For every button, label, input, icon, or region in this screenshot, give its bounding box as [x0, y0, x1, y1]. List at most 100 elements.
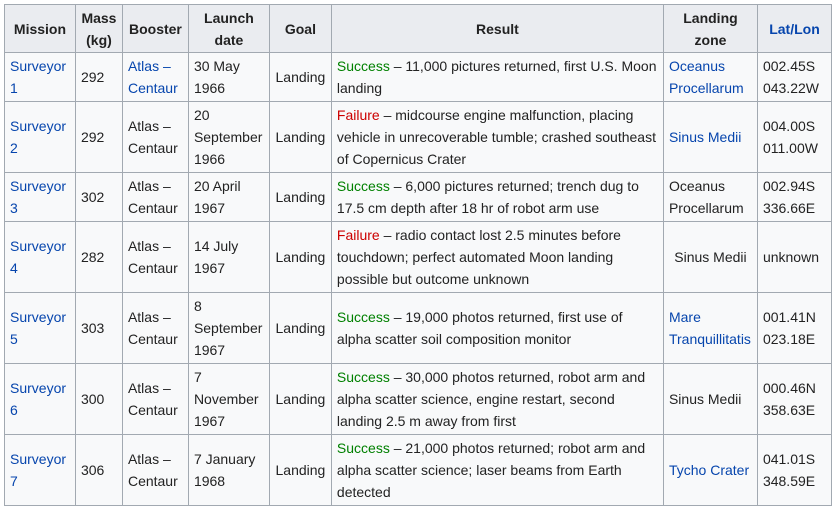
header-launch-date: Launch date — [187, 4, 270, 53]
landing-zone-cell: Sinus Medii — [662, 101, 758, 173]
mission-link[interactable]: Surveyor 3 — [10, 178, 67, 216]
mass-cell: 300 — [74, 363, 123, 435]
header-booster: Booster — [121, 4, 189, 53]
landing-zone-cell: Mare Tranquillitatis — [662, 292, 758, 364]
launch-date-cell: 7 November 1967 — [187, 363, 270, 435]
status-success: Success — [336, 440, 390, 456]
landing-zone-link[interactable]: Tycho Crater — [668, 462, 750, 478]
launch-date-cell: 14 July 1967 — [187, 221, 270, 293]
header-goal: Goal — [268, 4, 332, 53]
result-text: – radio contact lost 2.5 minutes before … — [336, 227, 621, 287]
result-text: – 19,000 photos returned, first use of a… — [336, 309, 623, 347]
mission-cell: Surveyor 4 — [4, 221, 76, 293]
goal-cell: Landing — [268, 172, 332, 222]
header-latlon: Lat/Lon — [756, 4, 833, 53]
result-cell: Failure – radio contact lost 2.5 minutes… — [330, 221, 664, 293]
result-cell: Success – 11,000 pictures returned, firs… — [330, 52, 664, 102]
latlon-cell: 041.01S 348.59E — [756, 434, 833, 506]
result-cell: Success – 30,000 photos returned, robot … — [330, 363, 664, 435]
mission-link[interactable]: Surveyor 5 — [10, 309, 67, 347]
landing-zone-cell: Sinus Medii — [662, 221, 758, 293]
mass-cell: 292 — [74, 52, 123, 102]
latlon-cell: 002.45S 043.22W — [756, 52, 833, 102]
mission-link[interactable]: Surveyor 4 — [10, 238, 67, 276]
goal-cell: Landing — [268, 292, 332, 364]
latlon-cell: 002.94S 336.66E — [756, 172, 833, 222]
latitude: 002.94S — [762, 178, 816, 194]
result-text: – midcourse engine malfunction, placing … — [336, 107, 656, 167]
booster-cell: Atlas – Centaur — [121, 292, 189, 364]
launch-date-cell: 8 September 1967 — [187, 292, 270, 364]
mission-link[interactable]: Surveyor 1 — [10, 58, 67, 96]
longitude: 348.59E — [762, 473, 816, 489]
booster-link[interactable]: Atlas – Centaur — [127, 58, 178, 96]
goal-cell: Landing — [268, 101, 332, 173]
mission-cell: Surveyor 6 — [4, 363, 76, 435]
goal-cell: Landing — [268, 363, 332, 435]
goal-cell: Landing — [268, 434, 332, 506]
result-cell: Success – 6,000 pictures returned; trenc… — [330, 172, 664, 222]
header-row: Mission Mass (kg) Booster Launch date Go… — [4, 4, 833, 53]
mission-cell: Surveyor 3 — [4, 172, 76, 222]
landing-zone-cell: Oceanus Procellarum — [662, 172, 758, 222]
landing-zone-link[interactable]: Sinus Medii — [668, 129, 742, 145]
mission-link[interactable]: Surveyor 2 — [10, 118, 67, 156]
landing-zone-link[interactable]: Mare Tranquillitatis — [668, 309, 751, 347]
result-cell: Success – 21,000 photos returned; robot … — [330, 434, 664, 506]
booster-cell: Atlas – Centaur — [121, 52, 189, 102]
latlon-cell: 001.41N 023.18E — [756, 292, 833, 364]
landing-zone-cell: Tycho Crater — [662, 434, 758, 506]
latlon-cell: 000.46N 358.63E — [756, 363, 833, 435]
longitude: 336.66E — [762, 200, 816, 216]
latlon-cell: unknown — [756, 221, 833, 293]
mass-cell: 292 — [74, 101, 123, 173]
longitude: 011.00W — [762, 140, 818, 156]
status-success: Success — [336, 178, 390, 194]
booster-cell: Atlas – Centaur — [121, 172, 189, 222]
goal-cell: Landing — [268, 52, 332, 102]
result-text: – 21,000 photos returned; robot arm and … — [336, 440, 646, 500]
latlon-link[interactable]: Lat/Lon — [769, 20, 820, 37]
launch-date-cell: 30 May 1966 — [187, 52, 270, 102]
booster-cell: Atlas – Centaur — [121, 434, 189, 506]
booster-cell: Atlas – Centaur — [121, 101, 189, 173]
surveyor-missions-table: Mission Mass (kg) Booster Launch date Go… — [4, 4, 833, 506]
latitude: 001.41N — [762, 309, 816, 325]
latitude: 002.45S — [762, 58, 816, 74]
booster-cell: Atlas – Centaur — [121, 221, 189, 293]
result-text: – 30,000 photos returned, robot arm and … — [336, 369, 646, 429]
landing-zone-link[interactable]: Oceanus Procellarum — [668, 58, 744, 96]
mission-link[interactable]: Surveyor 7 — [10, 451, 67, 489]
mass-cell: 303 — [74, 292, 123, 364]
table-row: Surveyor 3 302 Atlas – Centaur 20 April … — [4, 172, 833, 222]
mass-cell: 302 — [74, 172, 123, 222]
header-mass: Mass (kg) — [74, 4, 123, 53]
result-cell: Success – 19,000 photos returned, first … — [330, 292, 664, 364]
status-failure: Failure — [336, 227, 380, 243]
latitude: 041.01S — [762, 451, 816, 467]
table-row: Surveyor 1 292 Atlas – Centaur 30 May 19… — [4, 52, 833, 102]
goal-cell: Landing — [268, 221, 332, 293]
status-success: Success — [336, 369, 390, 385]
mission-link[interactable]: Surveyor 6 — [10, 380, 67, 418]
table-row: Surveyor 5 303 Atlas – Centaur 8 Septemb… — [4, 292, 833, 364]
launch-date-cell: 20 September 1966 — [187, 101, 270, 173]
result-cell: Failure – midcourse engine malfunction, … — [330, 101, 664, 173]
booster-cell: Atlas – Centaur — [121, 363, 189, 435]
longitude: 043.22W — [762, 80, 819, 96]
header-landing-zone: Landing zone — [662, 4, 758, 53]
launch-date-cell: 7 January 1968 — [187, 434, 270, 506]
landing-zone-cell: Oceanus Procellarum — [662, 52, 758, 102]
result-text: – 6,000 pictures returned; trench dug to… — [336, 178, 639, 216]
longitude: 023.18E — [762, 331, 816, 347]
mass-cell: 306 — [74, 434, 123, 506]
table-row: Surveyor 7 306 Atlas – Centaur 7 January… — [4, 434, 833, 506]
mission-cell: Surveyor 2 — [4, 101, 76, 173]
landing-zone-cell: Sinus Medii — [662, 363, 758, 435]
result-text: – 11,000 pictures returned, first U.S. M… — [336, 58, 657, 96]
status-success: Success — [336, 58, 390, 74]
mission-cell: Surveyor 7 — [4, 434, 76, 506]
table-row: Surveyor 2 292 Atlas – Centaur 20 Septem… — [4, 101, 833, 173]
mission-cell: Surveyor 1 — [4, 52, 76, 102]
header-mission: Mission — [4, 4, 76, 53]
